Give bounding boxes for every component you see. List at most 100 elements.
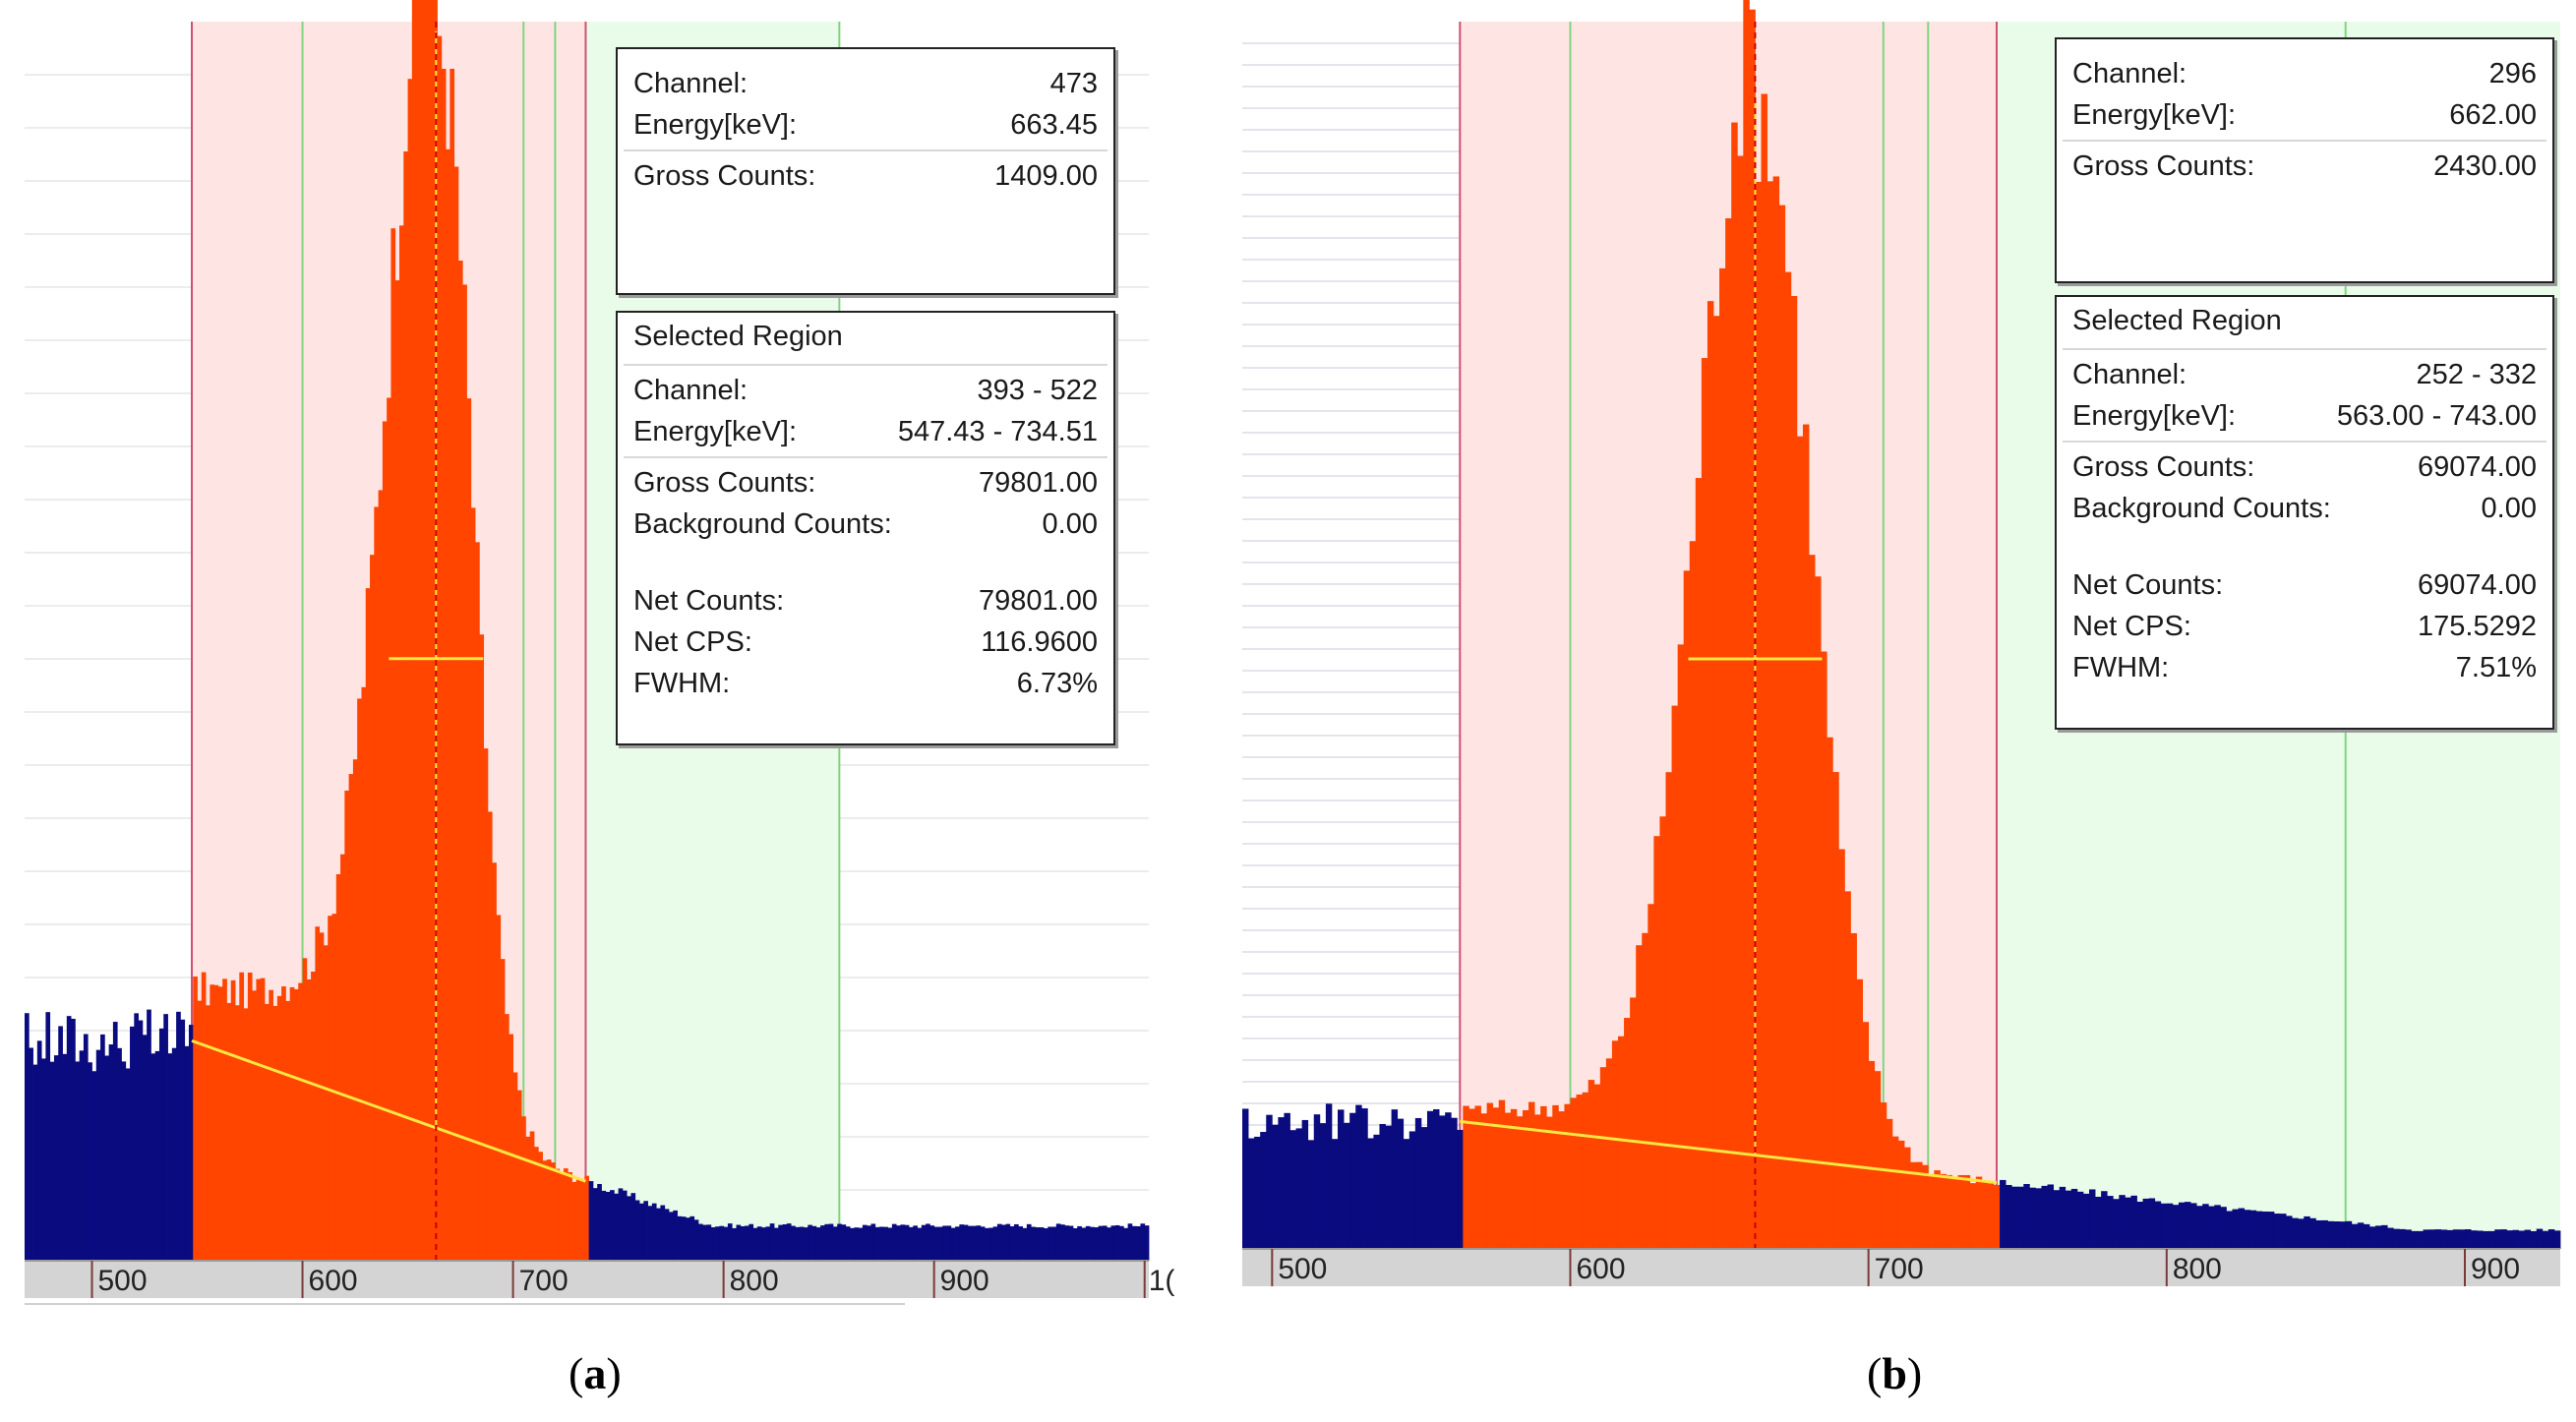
background-bar	[2315, 1219, 2322, 1249]
background-bar	[1420, 1127, 1428, 1249]
region-bar	[509, 1034, 513, 1261]
x-axis-bar	[25, 1261, 1149, 1298]
background-bar	[1131, 1225, 1137, 1261]
background-bar	[1123, 1227, 1128, 1261]
background-bar	[112, 1022, 118, 1261]
region-bar	[1546, 1116, 1553, 1249]
background-bar	[828, 1223, 834, 1261]
region-cps-value: 116.9600	[981, 625, 1098, 658]
x-tick-label: 900	[2471, 1253, 2520, 1285]
background-bar	[2339, 1221, 2347, 1249]
region-bar	[403, 151, 408, 1262]
background-bar	[2500, 1229, 2507, 1249]
region-bar	[226, 1002, 232, 1261]
background-bar	[2006, 1184, 2012, 1249]
region-bar	[1904, 1147, 1911, 1249]
region-bar	[285, 1000, 291, 1261]
region-bar	[1934, 1170, 1941, 1249]
background-bar	[2542, 1230, 2549, 1249]
region-bar	[206, 1005, 210, 1261]
background-bar	[769, 1223, 775, 1261]
background-bar	[2154, 1201, 2162, 1249]
background-bar	[723, 1226, 729, 1261]
region-bar	[1790, 296, 1798, 1249]
region-bar	[1928, 1173, 1935, 1249]
background-bar	[1005, 1223, 1011, 1261]
background-bar	[2076, 1191, 2084, 1249]
background-bar	[1457, 1129, 1464, 1249]
divider	[2063, 441, 2546, 443]
region-bar	[1951, 1177, 1959, 1249]
readout-gross-value: 1409.00	[994, 159, 1098, 192]
region-bar	[1809, 555, 1816, 1249]
region-background-value: 0.00	[1042, 507, 1098, 540]
region-bar	[475, 542, 480, 1261]
background-bar	[832, 1226, 838, 1261]
background-bar	[950, 1227, 956, 1261]
region-bar	[1665, 772, 1672, 1249]
background-bar	[2536, 1228, 2544, 1249]
region-bar	[293, 988, 299, 1261]
background-bar	[2399, 1228, 2406, 1249]
region-cps-row: Net CPS: 175.5292	[2057, 606, 2552, 647]
background-bar	[588, 1181, 594, 1261]
background-bar	[53, 1055, 59, 1261]
background-bar	[2041, 1185, 2048, 1249]
background-bar	[2070, 1188, 2078, 1249]
background-bar	[1035, 1227, 1041, 1261]
background-bar	[2530, 1230, 2538, 1249]
region-bar	[302, 958, 308, 1261]
divider	[624, 456, 1108, 458]
region-channel-row: Channel: 393 - 522	[618, 370, 1113, 411]
background-bar	[933, 1226, 939, 1261]
region-bar	[1474, 1105, 1481, 1249]
readout-energy-row: Energy[keV]: 662.00	[2057, 94, 2552, 136]
readout-channel-row: Channel: 473	[618, 63, 1113, 104]
x-tick-label: 600	[309, 1265, 358, 1297]
region-bar	[453, 166, 459, 1262]
background-bar	[58, 1026, 63, 1261]
background-bar	[2428, 1229, 2436, 1249]
background-bar	[1260, 1132, 1267, 1249]
region-bar	[1522, 1109, 1529, 1249]
region-fwhm-row: FWHM: 6.73%	[618, 663, 1113, 704]
region-energy-row: Energy[keV]: 547.43 - 734.51	[618, 411, 1113, 452]
background-bar	[2023, 1183, 2030, 1249]
region-bar	[315, 926, 321, 1261]
background-bar	[706, 1224, 712, 1261]
region-bar	[1874, 1071, 1882, 1249]
region-bar	[1891, 1136, 1899, 1249]
region-bar	[1922, 1164, 1929, 1249]
background-bar	[917, 1227, 923, 1261]
region-bar	[252, 990, 257, 1261]
background-bar	[1098, 1225, 1104, 1261]
background-bar	[1136, 1225, 1141, 1261]
background-bar	[2130, 1195, 2137, 1249]
background-bar	[1055, 1223, 1061, 1261]
background-bar	[749, 1223, 753, 1261]
region-bar	[580, 1180, 585, 1261]
region-bar	[378, 490, 384, 1261]
background-bar	[1144, 1225, 1150, 1261]
panel-label-a: (a)	[569, 1348, 622, 1398]
background-bar	[988, 1227, 994, 1261]
background-bar	[2208, 1206, 2215, 1249]
background-bar	[1119, 1225, 1124, 1261]
background-bar	[1451, 1117, 1458, 1249]
region-energy-label: Energy[keV]:	[2072, 399, 2237, 432]
background-bar	[972, 1225, 977, 1261]
region-bar	[1731, 122, 1738, 1250]
region-bar	[1957, 1174, 1965, 1249]
region-bar	[1713, 316, 1720, 1250]
region-bar	[222, 978, 227, 1261]
background-bar	[1254, 1136, 1261, 1249]
background-bar	[824, 1223, 830, 1261]
region-bar	[1605, 1058, 1613, 1249]
background-bar	[605, 1192, 611, 1261]
x-axis-bar	[1242, 1249, 2560, 1286]
background-bar	[2452, 1229, 2460, 1249]
background-bar	[2417, 1230, 2424, 1249]
background-bar	[601, 1190, 607, 1261]
region-bar	[344, 790, 350, 1261]
background-bar	[592, 1188, 598, 1261]
